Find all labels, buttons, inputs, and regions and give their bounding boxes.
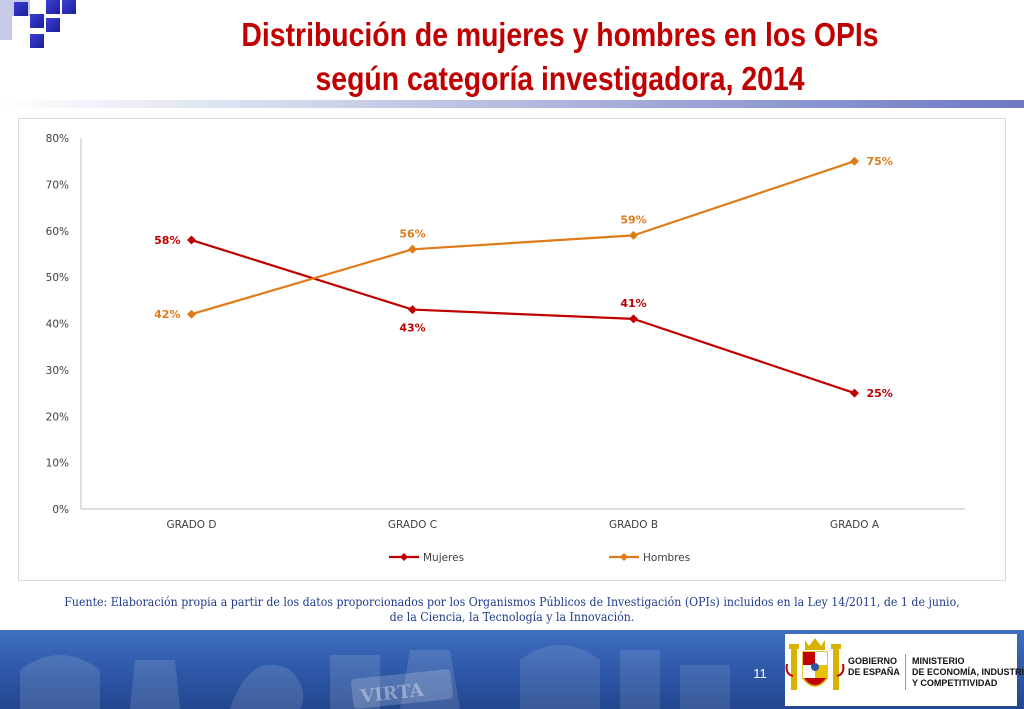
y-tick-label: 40% [46,319,69,331]
coat-of-arms-icon [785,638,845,690]
page-number: 11 [753,666,767,681]
data-label: 75% [867,155,893,168]
government-label: GOBIERNO DE ESPAÑA [848,656,900,677]
series-line-mujeres [191,238,855,395]
data-label: 56% [399,227,425,240]
legend-marker [400,553,408,561]
page-title-line1: Distribución de mujeres y hombres en los… [241,16,879,53]
line-chart: 0% 10% 20% 30% 40% 50% 60% 70% 80% GRADO D GRADO C… [46,133,965,564]
data-label: 43% [399,322,425,335]
header-band [0,100,1024,108]
data-point [629,314,638,324]
government-logo-box: GOBIERNO DE ESPAÑA MINISTERIO DE ECONOMÍ… [785,634,1024,706]
data-label: 58% [154,234,180,247]
x-tick-label: GRADO C [388,519,437,531]
data-point [408,305,417,315]
y-tick-label: 60% [46,226,69,238]
legend-label: Mujeres [423,552,464,564]
legend-marker [620,553,628,561]
data-label: 59% [620,213,646,226]
y-tick-label: 70% [46,179,69,191]
data-point [187,309,196,319]
x-tick-label: GRADO B [609,519,658,531]
footer-decoration: VIRTA [20,645,730,709]
series-line-hombres [191,160,855,316]
ministry-label: MINISTERIO DE ECONOMÍA, INDUSTRIA Y COMP… [912,656,1024,688]
x-tick-label: GRADO D [167,519,217,531]
y-tick-label: 10% [46,458,69,470]
data-label: 25% [867,387,893,400]
y-tick-label: 50% [46,272,69,284]
y-tick-label: 20% [46,411,69,423]
y-tick-label: 0% [52,504,69,516]
page-title-line2: según categoría investigadora, 2014 [315,60,805,97]
y-tick-label: 80% [46,133,69,145]
data-point [187,235,196,245]
data-point [850,156,859,166]
x-tick-label: GRADO A [830,519,880,531]
legend-label: Hombres [643,552,690,564]
data-point [629,230,638,240]
data-label: 41% [620,297,646,310]
chart-frame: 0% 10% 20% 30% 40% 50% 60% 70% 80% GRADO D GRADO C… [18,118,1006,581]
data-label: 42% [154,308,180,321]
data-point [408,244,417,254]
y-tick-label: 30% [46,365,69,377]
data-point [850,388,859,398]
corner-logo [0,0,76,48]
source-note: Fuente: Elaboración propia a partir de l… [64,594,960,624]
logo-separator [905,654,906,690]
